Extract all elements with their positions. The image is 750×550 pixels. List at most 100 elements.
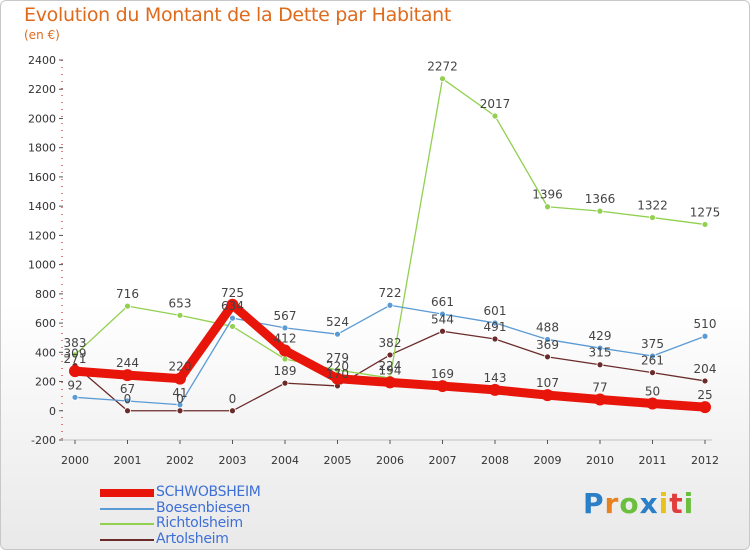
data-point [544, 353, 551, 361]
data-label: 601 [484, 304, 507, 318]
data-point [491, 112, 499, 120]
data-point [384, 376, 396, 389]
data-point [176, 401, 184, 409]
y-tick-label: 1200 [28, 229, 56, 242]
data-point [176, 311, 184, 319]
data-label: 716 [116, 287, 139, 301]
data-label: 722 [379, 286, 402, 300]
data-label: 107 [536, 376, 559, 390]
data-label: 369 [536, 338, 559, 352]
data-point [226, 298, 239, 311]
data-label: 567 [274, 309, 297, 323]
data-label: 279 [326, 351, 349, 365]
data-point [124, 302, 131, 310]
data-point [491, 319, 499, 327]
data-label: 143 [484, 371, 507, 385]
legend-label: Artolsheim [156, 530, 229, 547]
y-tick-label: 600 [35, 317, 56, 330]
data-label: 2272 [427, 60, 458, 74]
data-point [229, 314, 236, 322]
data-point [436, 380, 449, 393]
x-tick-label: 2003 [219, 454, 247, 467]
x-tick-label: 2000 [61, 454, 89, 467]
data-label: 67 [120, 382, 135, 396]
data-point [124, 407, 131, 415]
data-label: 194 [379, 363, 402, 377]
data-label: 0 [229, 392, 237, 406]
logo-letter: r [604, 487, 620, 520]
data-point [71, 351, 79, 359]
data-point [439, 327, 446, 335]
y-tick-label: 1800 [28, 142, 56, 155]
y-tick-label: 2400 [28, 54, 56, 67]
data-label: 41 [172, 386, 187, 400]
data-point [699, 401, 711, 414]
data-label: 0 [124, 392, 132, 406]
data-point [229, 323, 236, 330]
x-tick-label: 2002 [166, 454, 194, 467]
data-label: 725 [221, 286, 244, 300]
logo-letter: x [639, 487, 659, 520]
x-tick-label: 2004 [271, 454, 299, 467]
x-tick-label: 2006 [376, 454, 404, 467]
data-label: 375 [641, 337, 664, 351]
data-point [121, 369, 134, 382]
data-point [491, 335, 499, 343]
data-point [649, 214, 656, 221]
data-point [174, 372, 186, 385]
legend-swatch-boesenbiesen [100, 507, 154, 510]
logo-letter: i [658, 487, 670, 520]
legend-label: Boesenbiesen [156, 499, 251, 516]
x-tick-label: 2009 [534, 454, 562, 467]
data-point [386, 351, 394, 359]
data-label: 170 [326, 367, 349, 381]
data-label: 169 [431, 367, 454, 381]
x-tick-label: 2001 [114, 454, 142, 467]
data-point [701, 332, 709, 340]
data-point [594, 393, 606, 406]
data-label: 220 [326, 360, 349, 374]
chart-subtitle: (en €) [24, 28, 60, 42]
logo-letter: o [619, 487, 640, 520]
data-point [176, 407, 184, 415]
y-tick-label: 2200 [28, 83, 56, 96]
data-label: 261 [641, 354, 664, 368]
data-point [124, 397, 131, 405]
data-point [229, 407, 236, 415]
data-point [701, 377, 709, 385]
data-label: 510 [694, 317, 717, 331]
data-label: 1396 [532, 188, 563, 202]
x-tick-label: 2008 [481, 454, 509, 467]
data-label: 1322 [637, 199, 668, 213]
x-tick-label: 2005 [324, 454, 352, 467]
data-label: 50 [645, 384, 660, 398]
data-point [281, 379, 289, 387]
data-label: 544 [431, 312, 454, 326]
data-point [596, 344, 604, 352]
x-tick-label: 2012 [691, 454, 719, 467]
data-label: 1366 [585, 192, 616, 206]
data-point [71, 393, 79, 401]
x-tick-label: 2011 [639, 454, 667, 467]
y-tick-label: 2000 [28, 112, 56, 125]
data-point [649, 352, 656, 360]
y-tick-label: 1400 [28, 200, 56, 213]
logo-letter: P [583, 487, 605, 520]
data-label: 189 [274, 364, 297, 378]
data-point [386, 301, 394, 309]
data-point [331, 372, 344, 385]
data-point [541, 389, 554, 402]
proxiti-logo: Proxiti [583, 487, 694, 520]
data-label: 488 [536, 320, 559, 334]
data-label: 315 [589, 346, 612, 360]
data-label: 0 [176, 392, 184, 406]
data-label: 244 [116, 356, 139, 370]
legend-label: Richtolsheim [156, 515, 243, 531]
y-tick-label: 1000 [28, 259, 56, 272]
logo-letter: i [683, 487, 695, 520]
legend-swatch-artolsheim [100, 538, 154, 541]
data-point [544, 203, 551, 211]
data-point [439, 75, 446, 83]
